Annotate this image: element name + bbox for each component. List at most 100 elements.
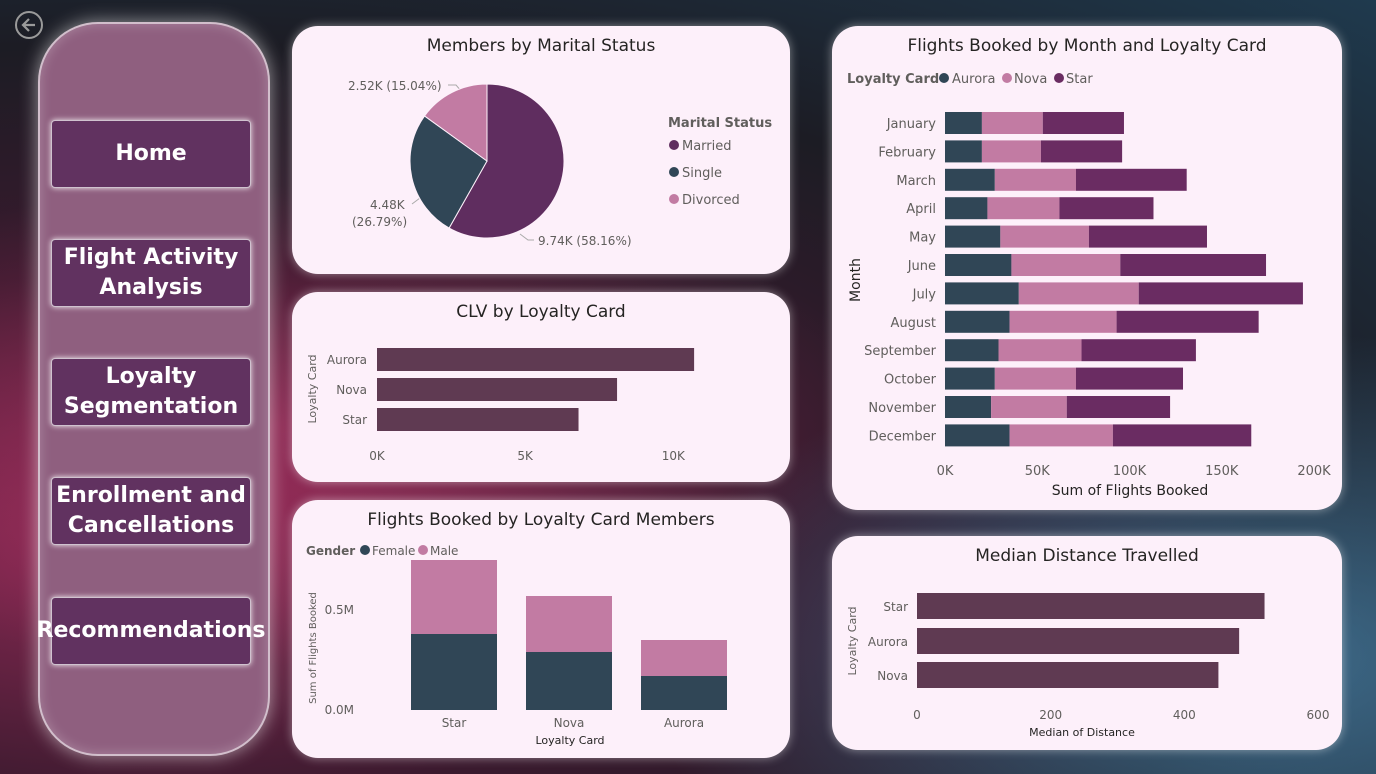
clv-tick-label: 10K	[662, 449, 686, 463]
clv-bar-nova[interactable]	[377, 378, 618, 401]
month-category-label: August	[891, 316, 937, 331]
clv-category-label: Nova	[336, 383, 367, 397]
distance-bar-star[interactable]	[917, 593, 1265, 619]
month-bar-january-nova[interactable]	[981, 112, 1043, 134]
clv-bar-star[interactable]	[377, 408, 579, 431]
flight-activity-analysis-button[interactable]: Flight Activity Analysis	[51, 239, 251, 307]
legend-married[interactable]: Married	[682, 139, 732, 154]
legend-male[interactable]: Male	[430, 544, 458, 558]
month-bar-june-nova[interactable]	[1011, 254, 1121, 276]
legend-aurora[interactable]: Aurora	[952, 72, 995, 87]
home-button[interactable]: Home	[51, 120, 251, 188]
legend-nova[interactable]: Nova	[1014, 72, 1047, 87]
gender-x-axis-label: Loyalty Card	[535, 734, 604, 747]
month-category-label: December	[869, 429, 937, 444]
distance-bar-nova[interactable]	[917, 662, 1219, 688]
month-legend-title: Loyalty Card	[847, 72, 939, 87]
month-bar-january-aurora[interactable]	[945, 112, 982, 134]
month-bar-april-aurora[interactable]	[945, 197, 988, 220]
gender-bar-star-female[interactable]	[411, 634, 497, 710]
legend-aurora-dot	[939, 73, 949, 83]
month-bar-december-star[interactable]	[1112, 424, 1252, 447]
single-data-label-percent: (26.79%)	[352, 215, 407, 229]
month-bar-march-star[interactable]	[1075, 168, 1187, 191]
legend-divorced-dot	[669, 194, 679, 204]
flights-gender-title: Flights Booked by Loyalty Card Members	[367, 510, 715, 530]
month-bar-november-nova[interactable]	[991, 396, 1067, 418]
distance-tick-label: 600	[1307, 708, 1330, 722]
month-bar-may-nova[interactable]	[1000, 225, 1089, 248]
month-bar-august-nova[interactable]	[1009, 310, 1117, 333]
married-data-label: 9.74K (58.16%)	[538, 234, 632, 248]
legend-star[interactable]: Star	[1066, 72, 1093, 87]
month-bar-september-nova[interactable]	[998, 339, 1082, 362]
month-tick-label: 200K	[1297, 464, 1331, 479]
legend-star-dot	[1054, 73, 1064, 83]
distance-x-axis-label: Median of Distance	[1029, 726, 1135, 739]
month-bar-november-aurora[interactable]	[945, 396, 992, 418]
month-bar-december-aurora[interactable]	[945, 424, 1010, 447]
month-bar-march-nova[interactable]	[994, 168, 1076, 191]
month-bar-september-aurora[interactable]	[945, 339, 999, 362]
month-bar-february-nova[interactable]	[981, 140, 1041, 163]
gender-bar-aurora-male[interactable]	[641, 640, 727, 676]
distance-category-label: Nova	[877, 669, 908, 683]
month-bar-august-star[interactable]	[1116, 310, 1259, 333]
month-bar-october-star[interactable]	[1075, 367, 1184, 390]
month-category-label: November	[868, 401, 936, 416]
month-bar-september-star[interactable]	[1081, 339, 1196, 362]
gender-tick-label: 0.0M	[325, 703, 354, 717]
gender-bar-aurora-female[interactable]	[641, 676, 727, 710]
month-bar-december-nova[interactable]	[1009, 424, 1113, 447]
month-bar-february-star[interactable]	[1040, 140, 1123, 163]
median-distance-title: Median Distance Travelled	[975, 546, 1199, 566]
month-bar-june-star[interactable]	[1120, 254, 1267, 276]
recommendations-button[interactable]: Recommendations	[37, 597, 266, 665]
month-bar-november-star[interactable]	[1066, 396, 1171, 418]
legend-nova-dot	[1002, 73, 1012, 83]
month-bar-april-star[interactable]	[1059, 197, 1154, 220]
enrollment-cancellations-button[interactable]: Enrollment and Cancellations	[51, 477, 251, 545]
month-bar-october-aurora[interactable]	[945, 367, 995, 390]
month-bar-july-star[interactable]	[1138, 282, 1303, 305]
month-bar-july-aurora[interactable]	[945, 282, 1019, 305]
month-category-label: April	[906, 202, 936, 217]
pie-slice-single[interactable]	[409, 115, 488, 229]
clv-bar-aurora[interactable]	[377, 348, 695, 371]
month-bar-july-nova[interactable]	[1018, 282, 1139, 305]
month-bar-may-star[interactable]	[1088, 225, 1207, 248]
legend-female[interactable]: Female	[372, 544, 415, 558]
gender-bar-nova-male[interactable]	[526, 596, 612, 652]
pie-slice-married[interactable]	[448, 83, 565, 239]
clv-tick-label: 5K	[517, 449, 534, 463]
gender-bar-nova-female[interactable]	[526, 652, 612, 710]
month-bar-april-nova[interactable]	[987, 197, 1060, 220]
month-bar-may-aurora[interactable]	[945, 225, 1001, 248]
month-bar-february-aurora[interactable]	[945, 140, 982, 163]
month-tick-label: 150K	[1205, 464, 1239, 479]
clv-category-label: Aurora	[327, 353, 367, 367]
distance-tick-label: 0	[913, 708, 921, 722]
pie-slice-divorced[interactable]	[423, 83, 488, 162]
month-bar-august-aurora[interactable]	[945, 310, 1010, 333]
marital-chart-title: Members by Marital Status	[426, 36, 656, 56]
back-arrow-icon[interactable]	[14, 10, 44, 40]
month-category-label: March	[896, 174, 936, 189]
gender-bar-star-male[interactable]	[411, 560, 497, 634]
loyalty-segmentation-button[interactable]: Loyalty Segmentation	[51, 358, 251, 426]
distance-tick-label: 200	[1039, 708, 1062, 722]
gender-category-label: Star	[442, 716, 467, 730]
month-bar-january-star[interactable]	[1042, 112, 1124, 134]
legend-divorced[interactable]: Divorced	[682, 193, 740, 208]
month-category-label: January	[886, 117, 937, 132]
clv-y-axis-label: Loyalty Card	[306, 354, 319, 423]
month-bar-june-aurora[interactable]	[945, 254, 1012, 276]
month-category-label: October	[884, 373, 937, 388]
legend-single[interactable]: Single	[682, 166, 722, 181]
clv-tick-label: 0K	[369, 449, 386, 463]
month-bar-march-aurora[interactable]	[945, 168, 995, 191]
gender-category-label: Nova	[554, 716, 585, 730]
flights-gender-stacked-chart: Gender Female Male Loyalty Card Sum of F…	[306, 544, 727, 747]
month-bar-october-nova[interactable]	[994, 367, 1076, 390]
distance-bar-aurora[interactable]	[917, 628, 1240, 654]
